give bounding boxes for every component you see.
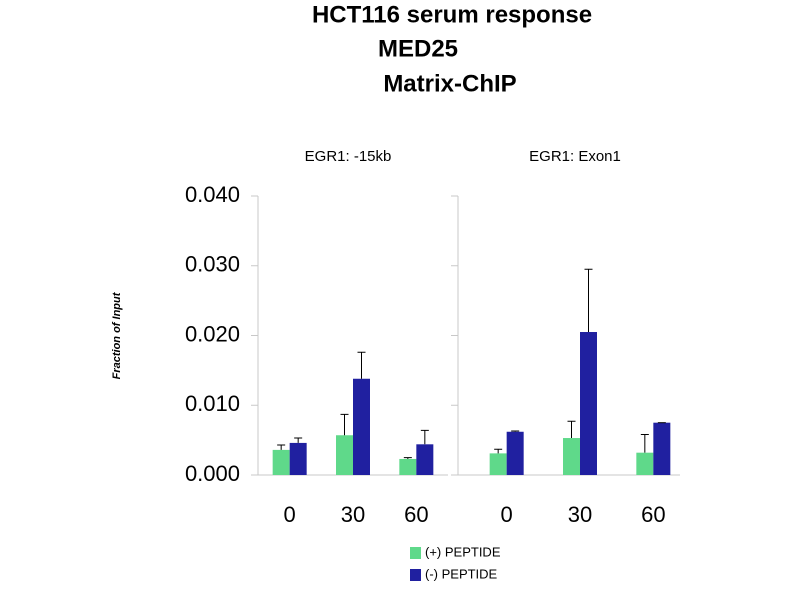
legend-label: (-) PEPTIDE [425, 566, 498, 581]
bar [653, 422, 671, 475]
panel-title: EGR1: Exon1 [529, 148, 621, 165]
x-tick-label: 0 [501, 502, 513, 527]
x-tick-label: 0 [284, 502, 296, 527]
bar [506, 431, 524, 475]
y-tick-label: 0.010 [185, 391, 240, 416]
x-tick-label: 60 [404, 502, 428, 527]
error-bar [420, 429, 429, 445]
y-tick-label: 0.030 [185, 252, 240, 277]
bar [563, 438, 580, 475]
bar [636, 452, 654, 475]
error-bar [511, 430, 520, 432]
bar [353, 378, 370, 475]
x-tick-label: 60 [641, 502, 665, 527]
y-axis-label: Fraction of Input [111, 291, 123, 379]
panel-title: EGR1: -15kb [305, 148, 392, 165]
legend-swatch [410, 547, 421, 559]
bar [289, 442, 307, 475]
error-bar [357, 351, 366, 379]
error-bar [277, 444, 286, 450]
error-bar [403, 457, 412, 459]
x-tick-label: 30 [568, 502, 592, 527]
bar [399, 458, 417, 475]
bar [580, 332, 597, 475]
y-tick-label: 0.000 [185, 461, 240, 486]
error-bar [340, 413, 349, 436]
y-tick-label: 0.040 [185, 182, 240, 207]
error-bar [567, 420, 576, 439]
chart-title: Matrix-ChIP [383, 70, 516, 97]
y-tick-label: 0.020 [185, 321, 240, 346]
x-tick-label: 30 [341, 502, 365, 527]
error-bar [584, 268, 593, 333]
bar [272, 449, 290, 475]
bar [489, 453, 507, 475]
chart-title: MED25 [378, 35, 458, 62]
legend-swatch [410, 569, 421, 581]
bar [336, 435, 353, 475]
legend-label: (+) PEPTIDE [425, 544, 501, 559]
error-bar [494, 448, 503, 454]
error-bar [640, 434, 649, 453]
chart-title: HCT116 serum response [312, 1, 592, 28]
bar [416, 444, 434, 475]
error-bar [294, 437, 303, 443]
